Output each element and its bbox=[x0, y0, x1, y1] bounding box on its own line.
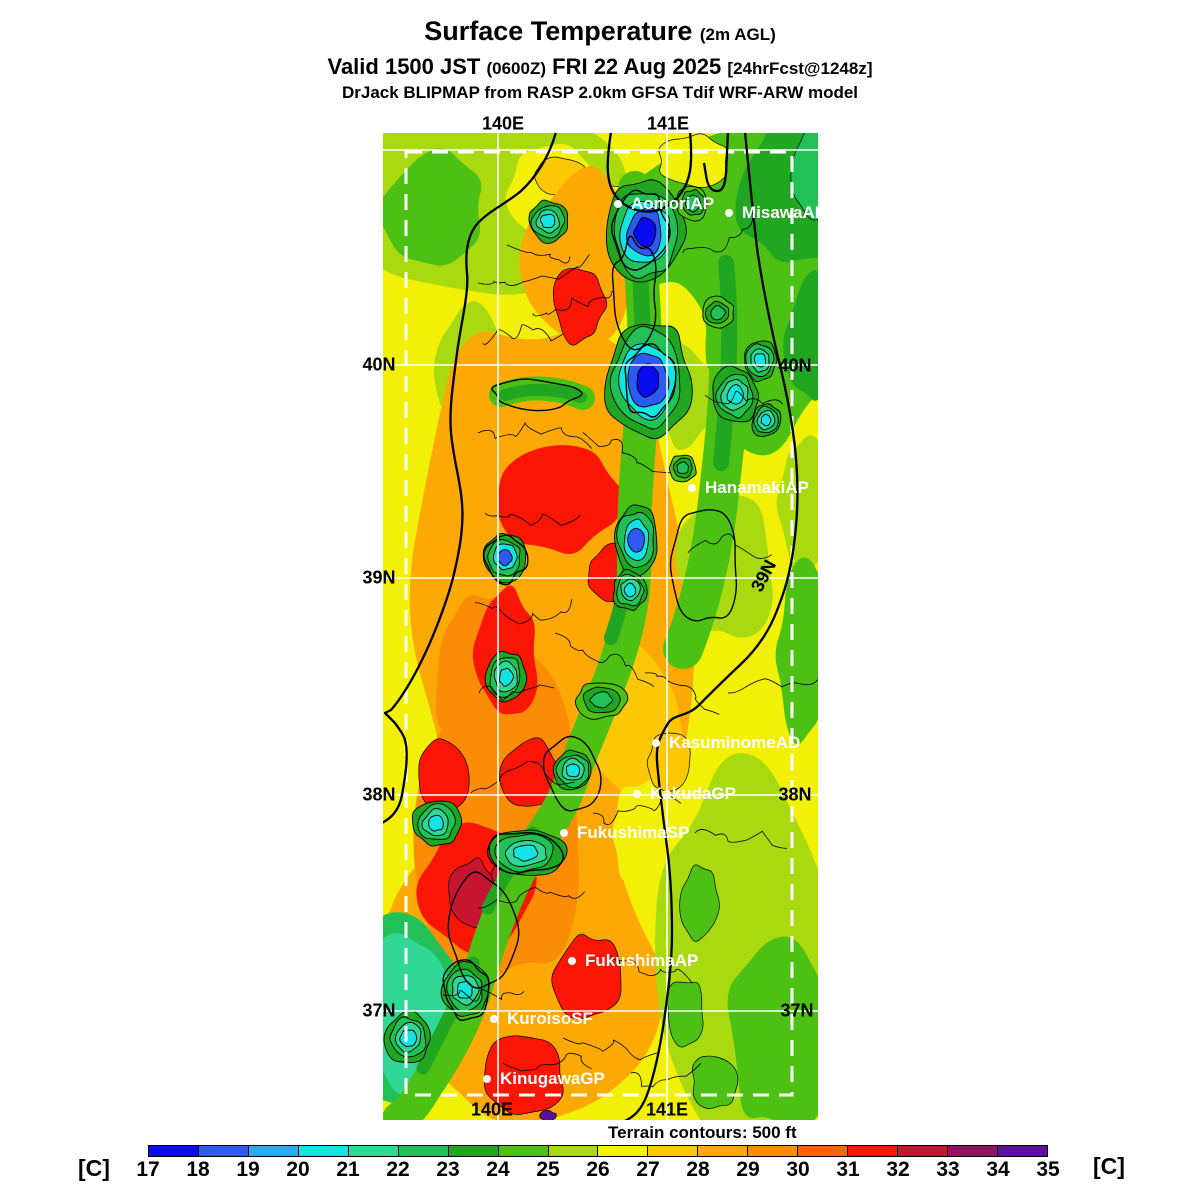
colorbar-tick: 19 bbox=[236, 1158, 260, 1181]
colorbar-tick: 32 bbox=[886, 1158, 910, 1181]
map-frame bbox=[383, 133, 818, 1120]
colorbar-segment bbox=[698, 1146, 749, 1156]
station-dot bbox=[483, 1075, 491, 1083]
colorbar-segment bbox=[748, 1146, 799, 1156]
colorbar-tick: 33 bbox=[936, 1158, 960, 1181]
station-marker: KasuminomeAD bbox=[652, 731, 800, 755]
station-label: KinugawaGP bbox=[500, 1069, 605, 1088]
unit-label-left: [C] bbox=[78, 1155, 110, 1181]
unit-label-right: [C] bbox=[1093, 1153, 1125, 1179]
colorbar-tick: 23 bbox=[436, 1158, 460, 1181]
colorbar-segment bbox=[548, 1146, 599, 1156]
colorbar-tick: 30 bbox=[786, 1158, 810, 1181]
colorbar-tick: 28 bbox=[686, 1158, 710, 1181]
station-marker: KinugawaGP bbox=[483, 1067, 605, 1091]
station-dot bbox=[652, 739, 660, 747]
colorbar-tick: 31 bbox=[836, 1158, 860, 1181]
colorbar-segment bbox=[398, 1146, 449, 1156]
axis-label-top: 141E bbox=[646, 113, 690, 134]
station-dot bbox=[614, 200, 622, 208]
colorbar-tick: 29 bbox=[736, 1158, 760, 1181]
station-label: AomoriAP bbox=[631, 194, 715, 213]
axis-label-bottom: 140E bbox=[470, 1099, 514, 1120]
station-dot bbox=[490, 1015, 498, 1023]
colorbar-segment bbox=[498, 1146, 549, 1156]
model-line: DrJack BLIPMAP from RASP 2.0km GFSA Tdif… bbox=[341, 83, 859, 102]
colorbar-tick: 27 bbox=[636, 1158, 660, 1181]
valid-line: Valid 1500 JST (0600Z) FRI 22 Aug 2025 [… bbox=[0, 54, 1200, 80]
station-marker: FukushimaAP bbox=[568, 949, 698, 973]
station-label: FukushimaAP bbox=[585, 951, 699, 970]
page-title: Surface Temperature (2m AGL) bbox=[0, 16, 1200, 47]
colorbar bbox=[148, 1145, 1048, 1157]
colorbar-tick: 26 bbox=[586, 1158, 610, 1181]
station-marker: HanamakiAP bbox=[688, 476, 809, 500]
colorbar-tick: 24 bbox=[486, 1158, 510, 1181]
colorbar-tick: 25 bbox=[536, 1158, 560, 1181]
colorbar-segment bbox=[798, 1146, 849, 1156]
colorbar-segment bbox=[948, 1146, 998, 1156]
colorbar-title: Terrain contours: 500 ft bbox=[608, 1123, 797, 1142]
station-label: KakudaGP bbox=[650, 784, 736, 803]
temperature-map-canvas bbox=[383, 133, 818, 1120]
colorbar-tick: 35 bbox=[1036, 1158, 1060, 1181]
station-dot bbox=[688, 484, 696, 492]
colorbar-tick: 18 bbox=[186, 1158, 210, 1181]
valid-fcst: [24hrFcst@1248z] bbox=[727, 59, 873, 78]
colorbar-segment bbox=[248, 1146, 299, 1156]
colorbar-segment bbox=[997, 1146, 1047, 1156]
colorbar-segment bbox=[198, 1146, 249, 1156]
colorbar-segment bbox=[149, 1146, 199, 1156]
title-suffix: (2m AGL) bbox=[699, 25, 776, 44]
axis-label-top: 140E bbox=[481, 113, 525, 134]
station-label: MisawaAD bbox=[742, 203, 828, 222]
axis-label-left: 39N bbox=[362, 567, 396, 588]
station-dot bbox=[725, 209, 733, 217]
station-label: HanamakiAP bbox=[705, 478, 809, 497]
axis-label-right: 40N bbox=[778, 355, 812, 376]
colorbar-tick: 22 bbox=[386, 1158, 410, 1181]
station-marker: FukushimaSP bbox=[560, 821, 689, 845]
station-marker: AomoriAP bbox=[614, 192, 714, 216]
axis-label-right: 37N bbox=[780, 1000, 814, 1021]
colorbar-segment bbox=[848, 1146, 899, 1156]
axis-label-left: 40N bbox=[362, 354, 396, 375]
colorbar-tick: 20 bbox=[286, 1158, 310, 1181]
title-text: Surface Temperature bbox=[424, 16, 693, 46]
station-marker: KuroisoSF bbox=[490, 1007, 593, 1031]
station-label: KasuminomeAD bbox=[669, 733, 801, 752]
station-dot bbox=[633, 790, 641, 798]
colorbar-segment bbox=[898, 1146, 948, 1156]
valid-prefix: Valid 1500 JST bbox=[327, 54, 481, 79]
station-dot bbox=[568, 957, 576, 965]
station-marker: MisawaAD bbox=[725, 201, 827, 225]
station-marker: KakudaGP bbox=[633, 782, 736, 806]
colorbar-segment bbox=[298, 1146, 349, 1156]
axis-label-bottom: 141E bbox=[645, 1099, 689, 1120]
axis-label-left: 37N bbox=[362, 1000, 396, 1021]
axis-label-left: 38N bbox=[362, 784, 396, 805]
station-dot bbox=[560, 829, 568, 837]
station-label: FukushimaSP bbox=[577, 823, 690, 842]
colorbar-segment bbox=[348, 1146, 399, 1156]
colorbar-segment bbox=[648, 1146, 699, 1156]
colorbar-tick: 17 bbox=[136, 1158, 160, 1181]
colorbar-segment bbox=[598, 1146, 649, 1156]
axis-label-right: 38N bbox=[778, 784, 812, 805]
valid-zulu: (0600Z) bbox=[486, 59, 547, 78]
colorbar-tick: 34 bbox=[986, 1158, 1010, 1181]
valid-date: FRI 22 Aug 2025 bbox=[552, 54, 722, 79]
colorbar-tick: 21 bbox=[336, 1158, 360, 1181]
colorbar-segment bbox=[448, 1146, 499, 1156]
station-label: KuroisoSF bbox=[507, 1009, 593, 1028]
